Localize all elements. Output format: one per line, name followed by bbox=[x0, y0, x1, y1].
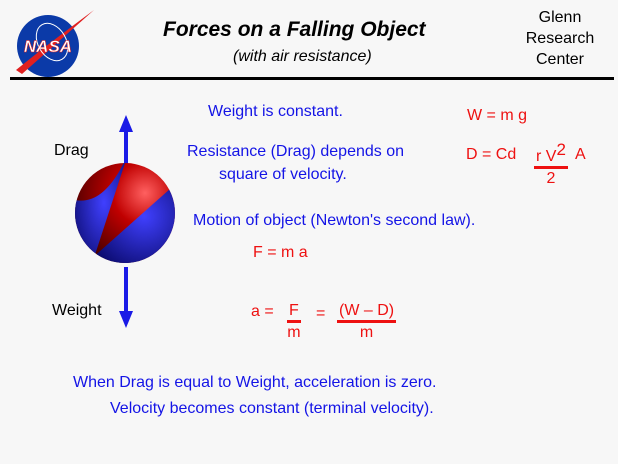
accel-equals: = bbox=[316, 305, 326, 322]
falling-object-diagram bbox=[75, 115, 175, 328]
drag-denominator: 2 bbox=[546, 170, 556, 187]
conclusion-text-1: When Drag is equal to Weight, accelerati… bbox=[73, 374, 437, 391]
page-title: Forces on a Falling Object bbox=[163, 18, 426, 41]
accel-numerator-2: (W – D) bbox=[337, 302, 397, 323]
accel-denominator-2: m bbox=[359, 324, 374, 341]
svg-text:NASA: NASA bbox=[24, 37, 72, 56]
weight-equation: W = m g bbox=[467, 107, 528, 124]
weight-constant-text: Weight is constant. bbox=[208, 103, 343, 120]
resistance-text-1: Resistance (Drag) depends on bbox=[187, 143, 405, 160]
accel-denominator-1: m bbox=[287, 324, 301, 341]
drag-numerator: r V bbox=[536, 148, 557, 165]
weight-label: Weight bbox=[52, 302, 102, 319]
drag-label: Drag bbox=[54, 142, 89, 159]
page-subtitle: (with air resistance) bbox=[233, 48, 372, 65]
center-line: Research bbox=[525, 30, 595, 47]
nasa-logo: NASA bbox=[16, 10, 94, 77]
accel-fraction-1: F m bbox=[287, 302, 301, 343]
drag-arrow bbox=[119, 115, 133, 167]
accel-numerator-1: F bbox=[287, 302, 301, 323]
accel-fraction-2: (W – D) m bbox=[337, 302, 397, 343]
glenn-research-center: Glenn Research Center bbox=[520, 7, 600, 70]
header-divider bbox=[10, 77, 614, 80]
drag-area: A bbox=[575, 146, 586, 163]
accel-lhs: a = bbox=[251, 303, 274, 320]
weight-arrow bbox=[119, 267, 133, 328]
drag-equation-lhs: D = Cd bbox=[466, 146, 517, 163]
center-line: Glenn bbox=[538, 9, 582, 26]
center-line: Center bbox=[535, 51, 585, 68]
resistance-text-2: square of velocity. bbox=[219, 166, 347, 183]
conclusion-text-2: Velocity becomes constant (terminal velo… bbox=[110, 400, 434, 417]
motion-text: Motion of object (Newton's second law). bbox=[193, 212, 476, 229]
drag-exponent: 2 bbox=[556, 140, 566, 159]
drag-fraction: r V2 2 bbox=[534, 141, 568, 189]
newton-equation: F = m a bbox=[253, 244, 308, 261]
